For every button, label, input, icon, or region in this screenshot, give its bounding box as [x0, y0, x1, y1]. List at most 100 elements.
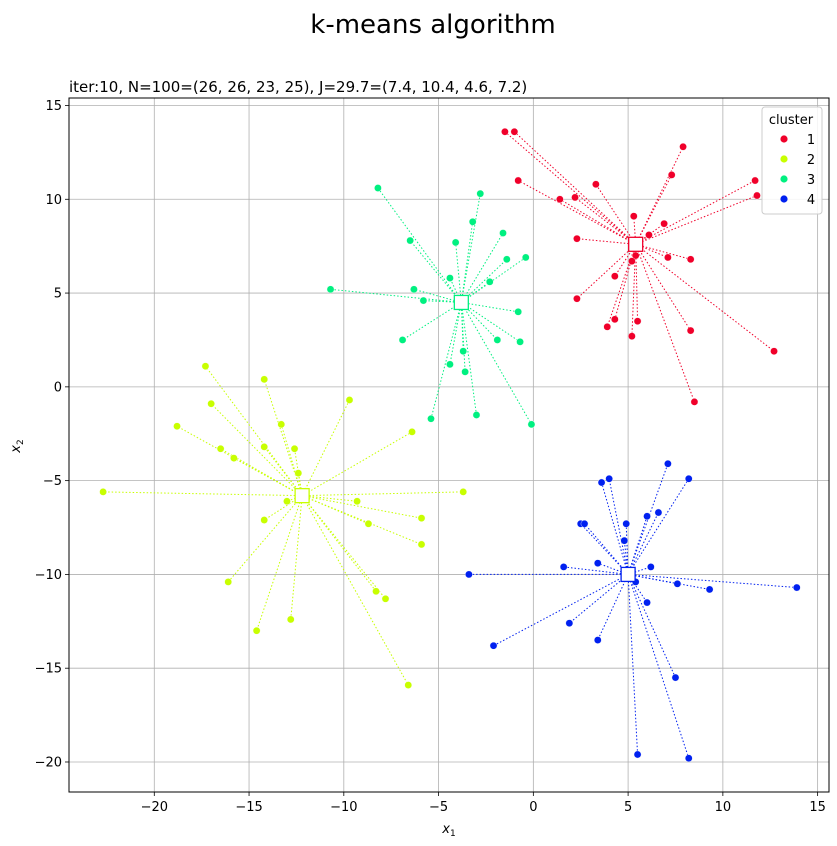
assignment-line-cluster-2 [263, 379, 303, 496]
point-cluster-1 [753, 191, 761, 200]
centroids [294, 236, 644, 583]
point-cluster-2 [173, 422, 181, 431]
y-tick-label: −15 [35, 662, 62, 677]
point-cluster-4 [559, 563, 568, 571]
point-cluster-2 [230, 454, 238, 462]
point-cluster-4 [664, 459, 672, 468]
point-cluster-3 [499, 229, 507, 237]
point-cluster-3 [326, 285, 335, 294]
y-tick-label: 5 [54, 287, 62, 302]
point-cluster-1 [628, 332, 636, 341]
point-cluster-1 [629, 212, 638, 220]
point-cluster-3 [374, 184, 382, 192]
assignment-line-cluster-4 [597, 574, 629, 641]
point-cluster-2 [417, 514, 426, 522]
point-cluster-1 [628, 257, 636, 265]
point-cluster-4 [684, 754, 693, 763]
centroid-cluster-1 [628, 236, 644, 252]
point-cluster-4 [605, 474, 613, 483]
assignment-line-cluster-1 [574, 197, 636, 245]
point-cluster-1 [633, 317, 642, 326]
assignment-line-cluster-2 [302, 491, 464, 497]
assignment-line-cluster-2 [302, 495, 422, 519]
legend-title: cluster [769, 113, 814, 128]
assignment-line-cluster-3 [330, 288, 462, 303]
assignment-line-cluster-3 [460, 232, 504, 303]
point-cluster-2 [417, 540, 426, 549]
point-cluster-3 [446, 274, 454, 282]
grid [69, 98, 829, 792]
point-cluster-1 [645, 231, 653, 239]
assignment-line-cluster-3 [461, 281, 491, 303]
assignment-line-cluster-3 [461, 257, 527, 303]
assignment-line-cluster-1 [504, 131, 637, 245]
assignment-line-cluster-1 [514, 131, 637, 245]
assignment-line-cluster-1 [595, 184, 637, 245]
point-cluster-4 [620, 536, 629, 545]
x-tick-label: −20 [141, 800, 168, 815]
point-cluster-3 [527, 420, 536, 429]
point-cluster-4 [654, 508, 663, 517]
y-tick-label: 0 [54, 380, 62, 395]
x-tick-label: 15 [809, 800, 826, 815]
assignment-line-cluster-2 [256, 495, 303, 631]
point-cluster-4 [465, 570, 473, 579]
assignment-line-cluster-3 [460, 193, 481, 303]
point-cluster-1 [514, 176, 522, 185]
chart-suptitle: k-means algorithm [310, 10, 555, 40]
point-cluster-2 [372, 587, 380, 596]
assignment-line-cluster-1 [635, 174, 673, 245]
point-cluster-2 [353, 497, 361, 506]
point-cluster-2 [364, 519, 373, 528]
point-cluster-1 [679, 142, 687, 151]
assignment-line-cluster-2 [227, 495, 303, 583]
point-cluster-3 [406, 236, 414, 245]
assignment-line-cluster-2 [301, 399, 350, 496]
point-cluster-4 [489, 641, 498, 650]
point-cluster-3 [419, 296, 428, 305]
x-tick-label: −10 [330, 800, 357, 815]
x-axis-label: x1 [441, 822, 455, 839]
point-cluster-2 [408, 428, 416, 436]
point-cluster-4 [684, 474, 693, 483]
point-cluster-1 [686, 255, 695, 264]
assignment-line-cluster-4 [608, 478, 629, 575]
assignment-line-cluster-3 [413, 288, 462, 303]
assignment-line-cluster-1 [635, 243, 691, 260]
assignment-line-cluster-1 [635, 244, 695, 403]
point-cluster-1 [631, 251, 640, 260]
assignment-line-cluster-1 [576, 238, 636, 245]
assignment-line-cluster-4 [601, 482, 629, 575]
point-cluster-2 [260, 516, 269, 524]
point-cluster-2 [283, 497, 291, 506]
point-cluster-3 [461, 368, 469, 376]
x-axis-ticks: −20 −15 −10 −5 0 5 10 15 [141, 792, 826, 815]
data-points [99, 127, 801, 763]
point-cluster-4 [593, 559, 602, 567]
assignment-line-cluster-4 [563, 566, 629, 575]
plot-frame [68, 97, 830, 793]
point-cluster-4 [647, 563, 655, 571]
point-cluster-1 [510, 127, 519, 136]
point-cluster-2 [459, 488, 468, 496]
y-tick-label: −5 [43, 474, 62, 489]
assignment-lines [103, 131, 797, 759]
assignment-line-cluster-3 [449, 302, 462, 365]
assignment-line-cluster-1 [559, 198, 636, 245]
point-cluster-4 [643, 598, 651, 607]
assignment-line-cluster-1 [576, 243, 637, 300]
y-axis-label: x2 [9, 439, 26, 453]
y-axis-ticks: −20 −15 −10 −5 0 5 10 15 [35, 99, 69, 770]
point-cluster-2 [381, 595, 390, 603]
legend-label-3: 3 [807, 173, 815, 188]
assignment-line-cluster-3 [460, 302, 477, 416]
assignment-line-cluster-2 [301, 495, 377, 592]
assignment-line-cluster-4 [623, 540, 629, 575]
point-cluster-3 [468, 217, 477, 226]
assignment-line-cluster-1 [635, 244, 692, 331]
assignment-line-cluster-2 [301, 431, 413, 497]
point-cluster-2 [201, 362, 210, 371]
assignment-line-cluster-3 [455, 242, 462, 303]
assignment-line-cluster-4 [628, 573, 710, 590]
